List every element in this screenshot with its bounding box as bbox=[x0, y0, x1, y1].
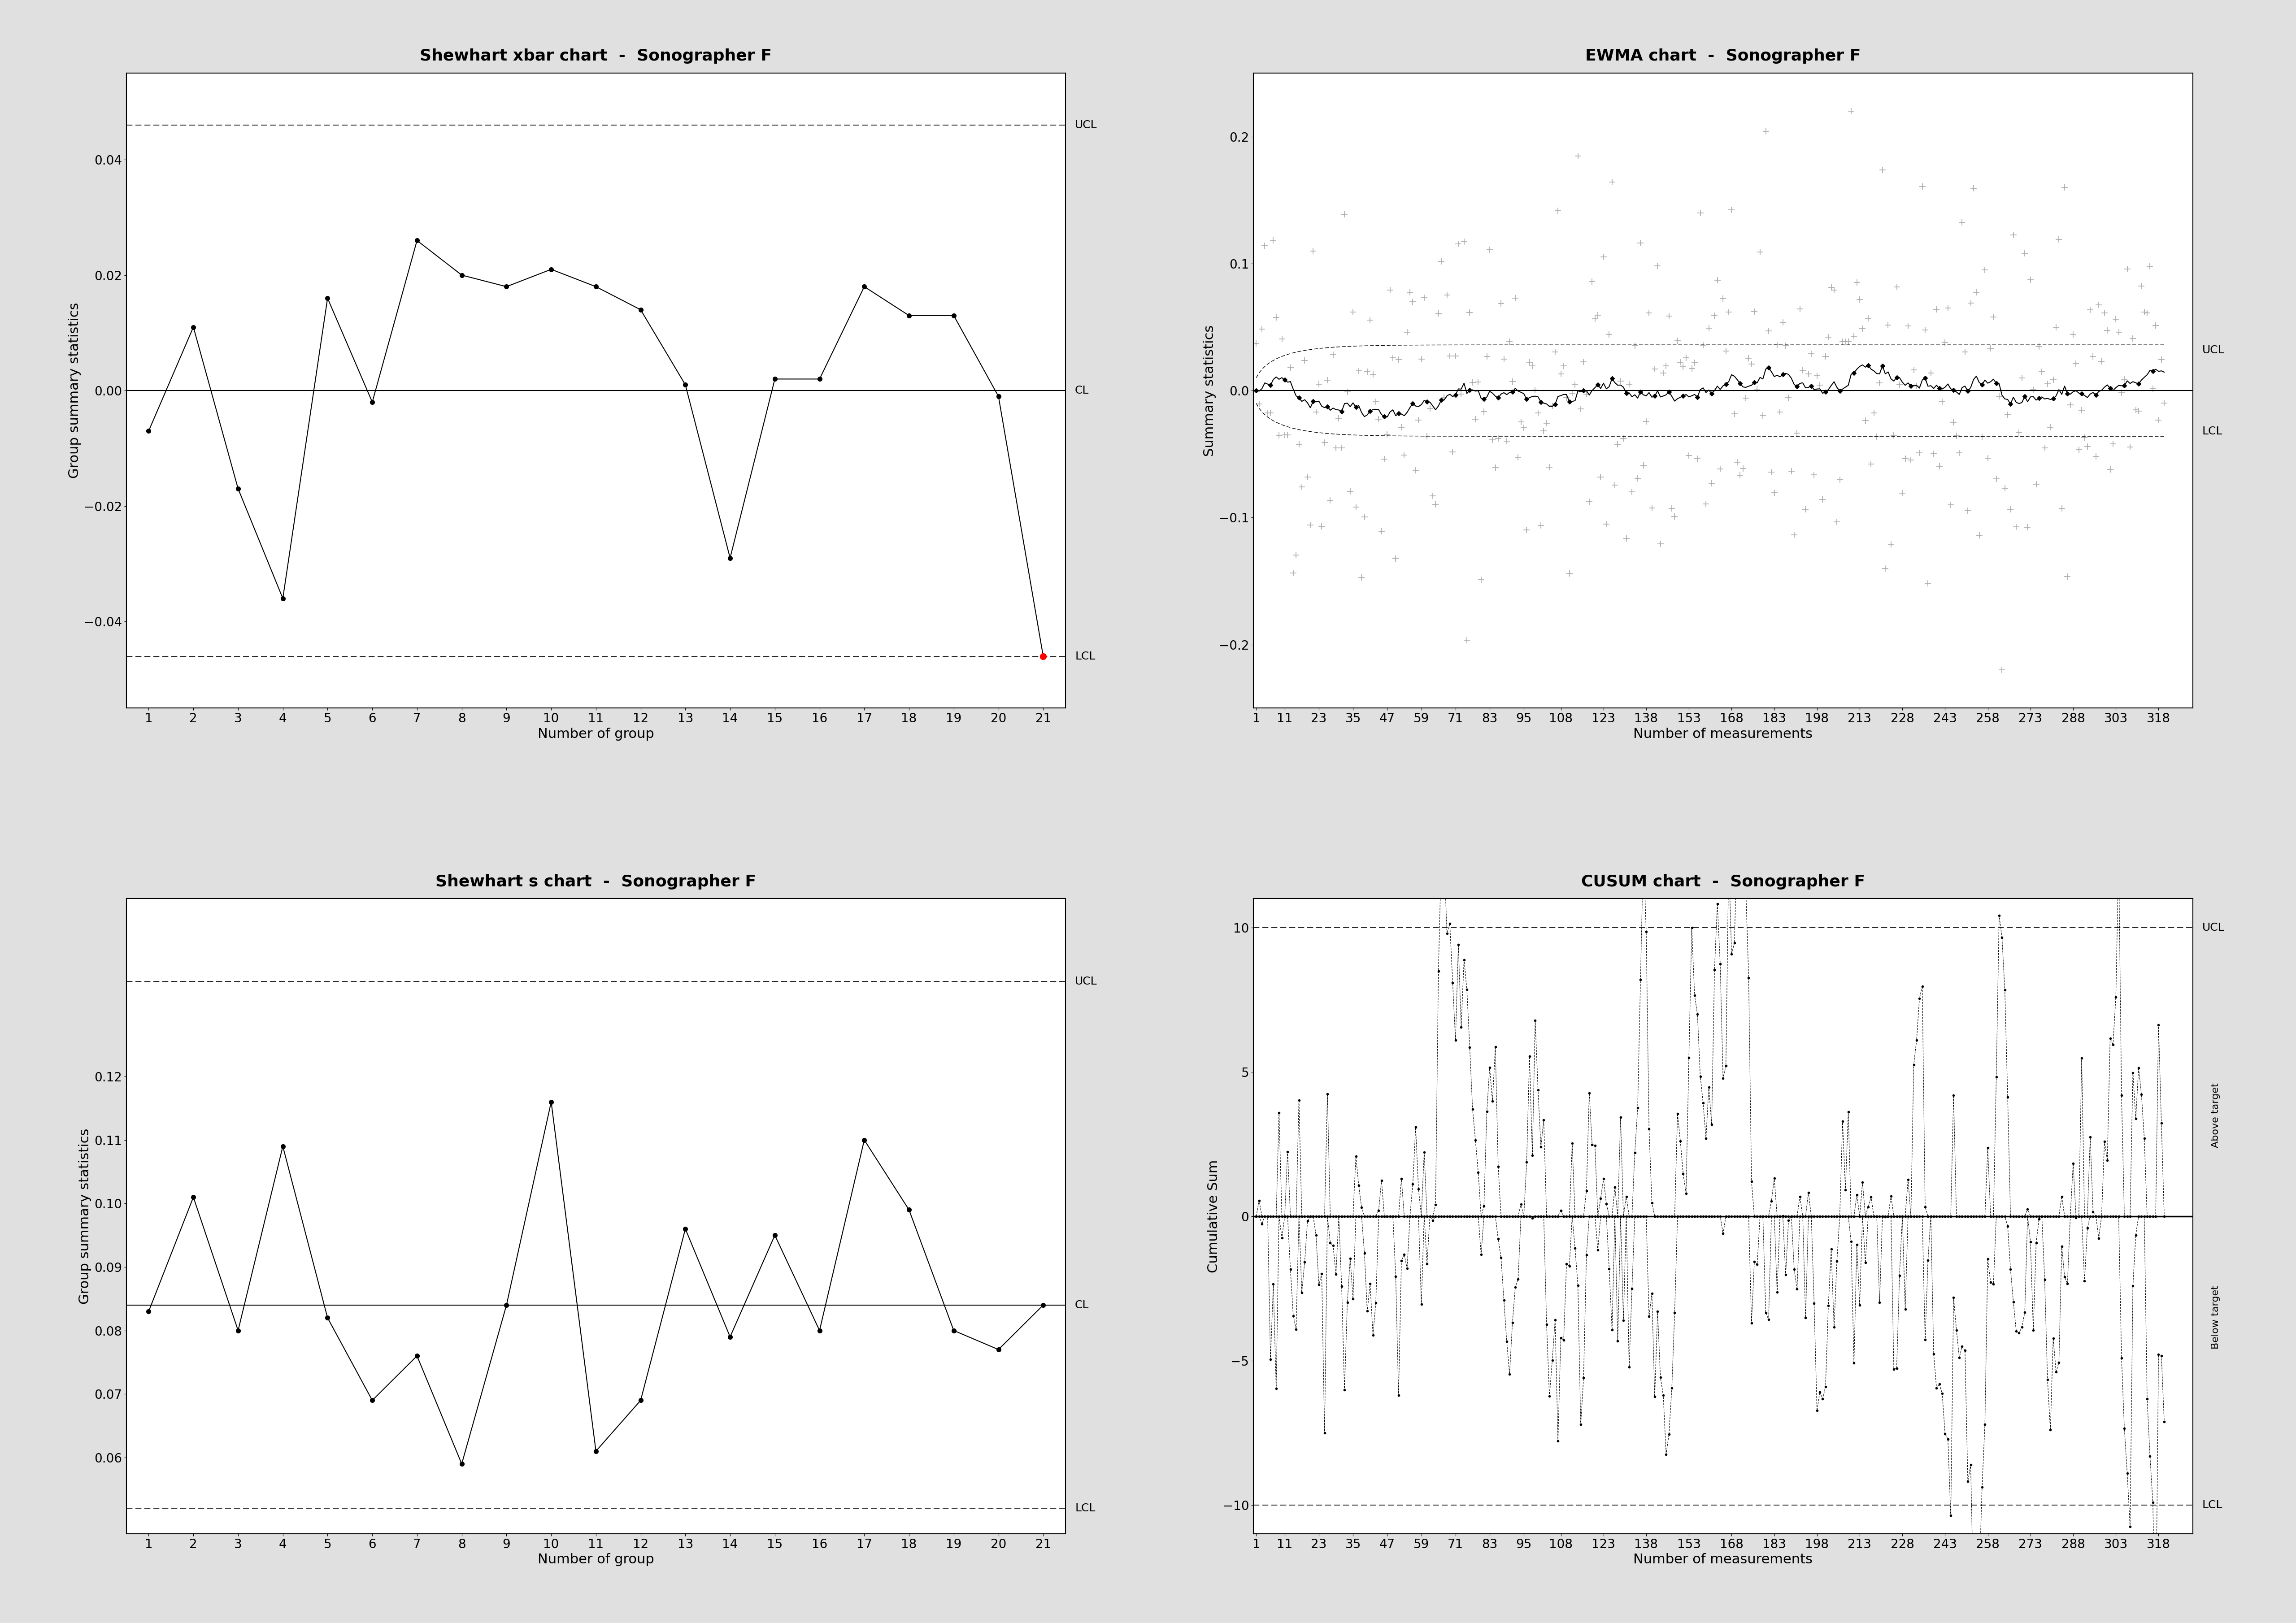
X-axis label: Number of measurements: Number of measurements bbox=[1632, 727, 1814, 740]
Text: UCL: UCL bbox=[2202, 922, 2225, 933]
Text: CL: CL bbox=[1075, 1300, 1088, 1310]
Y-axis label: Group summary statistics: Group summary statistics bbox=[69, 302, 80, 479]
Text: LCL: LCL bbox=[1075, 651, 1095, 662]
X-axis label: Number of group: Number of group bbox=[537, 727, 654, 740]
X-axis label: Number of group: Number of group bbox=[537, 1553, 654, 1566]
Text: UCL: UCL bbox=[1075, 975, 1097, 987]
Text: CL: CL bbox=[1075, 385, 1088, 396]
Y-axis label: Group summary statistics: Group summary statistics bbox=[78, 1128, 92, 1305]
Text: LCL: LCL bbox=[2202, 425, 2223, 437]
Text: LCL: LCL bbox=[2202, 1500, 2223, 1511]
X-axis label: Number of measurements: Number of measurements bbox=[1632, 1553, 1814, 1566]
Title: Shewhart s chart  -  Sonographer F: Shewhart s chart - Sonographer F bbox=[436, 875, 755, 889]
Text: UCL: UCL bbox=[1075, 120, 1097, 130]
Text: UCL: UCL bbox=[2202, 344, 2225, 355]
Title: EWMA chart  -  Sonographer F: EWMA chart - Sonographer F bbox=[1584, 49, 1860, 63]
Y-axis label: Summary statistics: Summary statistics bbox=[1203, 325, 1217, 456]
Text: Below target: Below target bbox=[2211, 1285, 2220, 1349]
Y-axis label: Cumulative Sum: Cumulative Sum bbox=[1208, 1159, 1219, 1272]
Title: Shewhart xbar chart  -  Sonographer F: Shewhart xbar chart - Sonographer F bbox=[420, 49, 771, 63]
Text: LCL: LCL bbox=[1075, 1503, 1095, 1514]
Title: CUSUM chart  -  Sonographer F: CUSUM chart - Sonographer F bbox=[1582, 875, 1864, 889]
Text: Above target: Above target bbox=[2211, 1083, 2220, 1147]
